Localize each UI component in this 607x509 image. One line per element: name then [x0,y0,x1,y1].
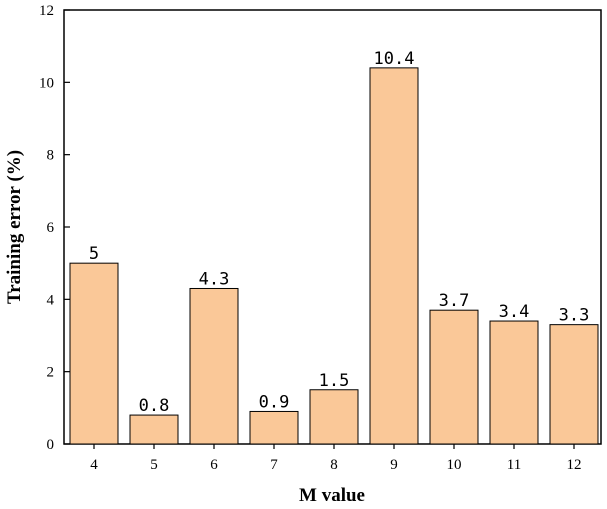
x-tick-label-12: 12 [567,457,582,473]
x-tick-label-9: 9 [390,457,398,473]
bar-m-8 [309,389,359,445]
y-tick-label-4: 4 [47,292,55,308]
bar-m-4 [69,262,119,445]
bar-m-10 [429,309,479,445]
data-label-m-10: 3.7 [439,291,470,311]
bar-m-9 [369,67,419,445]
y-tick-label-6: 6 [47,220,55,236]
bar-m-11 [489,320,539,445]
x-tick-label-4: 4 [90,457,98,473]
data-label-m-12: 3.3 [559,306,590,326]
x-tick-label-7: 7 [270,457,278,473]
data-label-m-7: 0.9 [259,392,290,412]
y-tick-label-12: 12 [39,3,54,19]
data-label-m-5: 0.8 [139,396,170,416]
y-axis-ticks: 0 2 4 6 8 10 12 [39,3,70,453]
y-tick-label-0: 0 [47,437,55,453]
bar-m-5 [129,414,179,445]
y-axis-title: Training error (%) [4,150,25,304]
x-axis-ticks: 4 5 6 7 8 9 10 11 12 [90,444,582,473]
data-label-m-6: 4.3 [199,269,230,289]
y-tick-label-10: 10 [39,75,54,91]
data-label-m-9: 10.4 [374,49,415,69]
data-labels-layer: 5 0.8 4.3 0.9 1.5 10.4 3.7 3.4 3.3 [89,49,589,416]
x-axis-title: M value [299,485,365,506]
data-label-m-4: 5 [89,244,99,264]
bar-m-6 [189,287,239,445]
bar-m-7 [249,410,299,445]
x-tick-label-8: 8 [330,457,338,473]
y-tick-label-2: 2 [47,365,55,381]
x-tick-label-6: 6 [210,457,218,473]
bar-m-12 [549,324,599,445]
data-label-m-8: 1.5 [319,371,350,391]
data-label-m-11: 3.4 [499,302,530,322]
y-tick-label-8: 8 [47,148,55,164]
x-tick-label-11: 11 [507,457,521,473]
x-tick-label-10: 10 [447,457,462,473]
x-tick-label-5: 5 [150,457,158,473]
